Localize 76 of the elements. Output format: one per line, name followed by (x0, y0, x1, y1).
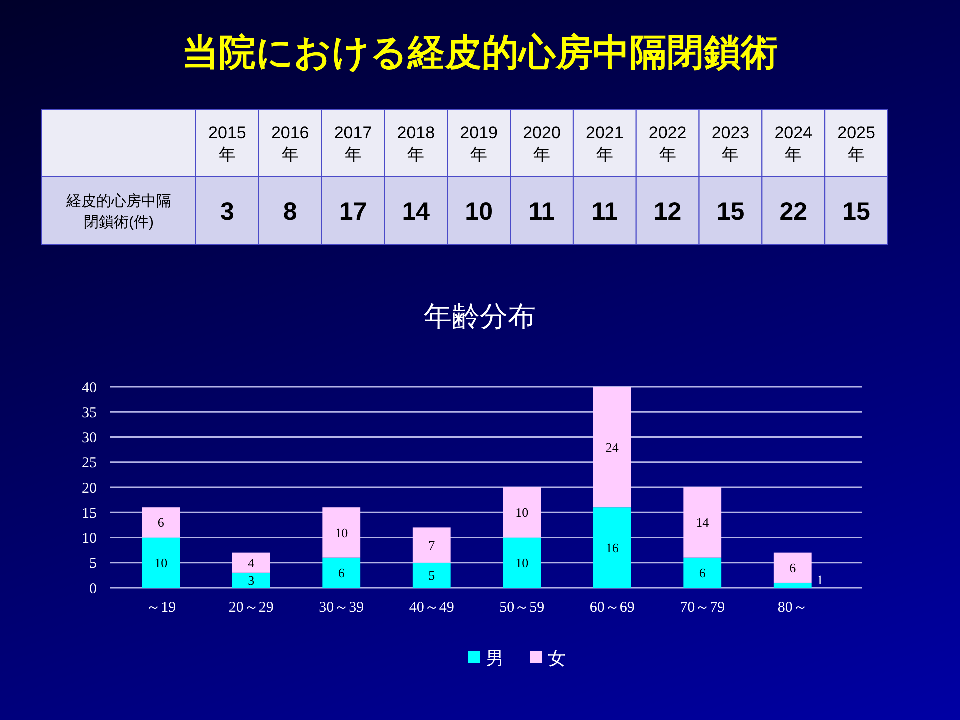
x-tick-label: 20～29 (228, 600, 274, 616)
y-tick-label: 5 (90, 556, 97, 572)
data-label: 14 (696, 515, 710, 530)
data-label: 7 (428, 538, 436, 553)
y-tick-label: 35 (82, 405, 97, 422)
data-label: 6 (158, 515, 165, 530)
bar (593, 387, 632, 508)
x-tick-label: 2025年 (838, 123, 876, 164)
data-label: 14 (402, 198, 430, 226)
data-label: 24 (606, 440, 620, 455)
data-label: 3 (248, 573, 255, 588)
bar (322, 558, 361, 588)
chart-title: 当院における経皮的心房中隔閉鎖術 (182, 32, 778, 73)
data-label: 6 (790, 560, 797, 576)
data-label: 17 (339, 198, 368, 226)
x-tick-label: 2020年 (523, 123, 561, 164)
bar (593, 508, 632, 588)
data-label: 3 (220, 198, 234, 226)
data-label: 11 (592, 198, 618, 226)
data-label: 6 (699, 565, 706, 580)
y-tick-label: 30 (82, 430, 97, 446)
bar (774, 552, 812, 583)
x-tick-label: 2018年 (397, 123, 436, 164)
y-tick-label: 40 (82, 380, 97, 396)
data-label: 11 (528, 198, 556, 226)
x-tick-label: 80～ (778, 600, 808, 616)
bar (412, 562, 451, 588)
legend-label: 男 (486, 648, 504, 668)
x-tick-label: 2022年 (648, 123, 687, 164)
x-tick-label: 30～39 (319, 600, 364, 616)
data-label: 1 (816, 572, 824, 588)
bar (774, 582, 812, 588)
x-tick-label: 2024年 (774, 123, 813, 164)
y-tick-label: 25 (82, 456, 97, 472)
data-label: 22 (780, 198, 808, 226)
data-label: 10 (516, 555, 529, 570)
x-tick-label: 2016年 (271, 123, 310, 164)
bar (412, 528, 451, 563)
chart-title: 年齢分布 (424, 301, 536, 332)
data-label: 10 (154, 555, 168, 570)
data-label: 10 (465, 198, 493, 226)
x-tick-label: 2023年 (712, 123, 750, 164)
data-label: 12 (654, 198, 682, 226)
y-tick-label: 経皮的心房中隔閉鎖術(件) (66, 192, 172, 231)
x-tick-label: 50～59 (500, 600, 545, 616)
bar (142, 508, 180, 538)
data-label: 8 (283, 198, 298, 226)
data-label: 4 (248, 555, 256, 570)
data-label: 5 (428, 568, 436, 583)
data-label: 16 (606, 540, 620, 556)
legend-label: 女 (548, 648, 566, 668)
y-tick-label: 20 (82, 480, 97, 497)
bar (684, 558, 722, 588)
y-tick-label: 10 (82, 531, 97, 547)
bar (232, 552, 270, 573)
data-label: 15 (716, 198, 745, 226)
x-tick-label: 2017年 (334, 123, 372, 164)
x-tick-label: 2019年 (460, 123, 498, 164)
x-tick-label: 70～79 (680, 600, 726, 616)
x-tick-label: 40～49 (409, 600, 454, 616)
x-tick-label: 60～69 (590, 600, 635, 616)
y-tick-label: 0 (90, 581, 97, 598)
bar (503, 538, 542, 588)
x-tick-label: 2021年 (586, 123, 624, 164)
data-label: 10 (516, 505, 529, 520)
x-tick-label: ～19 (146, 600, 176, 616)
data-label: 6 (338, 565, 346, 580)
bar (322, 508, 361, 558)
bar (232, 572, 270, 588)
data-label: 15 (842, 198, 871, 226)
bar (684, 488, 722, 558)
data-label: 10 (335, 525, 348, 540)
x-tick-label: 2015年 (208, 123, 246, 164)
bar (142, 538, 180, 588)
bar (503, 488, 542, 538)
y-tick-label: 15 (82, 506, 97, 522)
